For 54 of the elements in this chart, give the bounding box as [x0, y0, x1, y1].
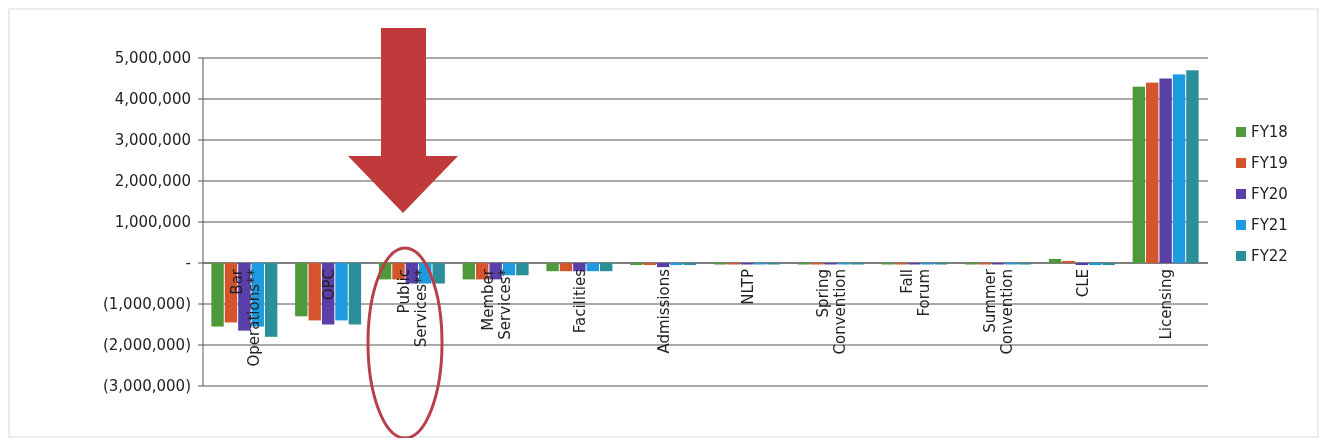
bar — [295, 263, 308, 317]
bar — [1132, 86, 1146, 263]
bar — [1089, 263, 1102, 266]
y-tick-label: - — [185, 254, 191, 273]
bar — [462, 263, 476, 280]
y-tick-label: 2,000,000 — [114, 172, 191, 191]
bar — [683, 263, 697, 266]
bar — [516, 263, 529, 276]
bar — [1075, 263, 1089, 266]
legend-label: FY21 — [1251, 216, 1288, 235]
bar — [211, 263, 224, 327]
bar — [586, 263, 599, 272]
x-tick-label: Facilities — [571, 268, 590, 334]
bar — [1102, 263, 1115, 266]
bar — [264, 263, 278, 337]
bar — [630, 263, 643, 266]
x-tick-label: CLE — [1073, 269, 1092, 298]
y-tick-label: (1,000,000) — [102, 295, 191, 314]
y-tick-label: (2,000,000) — [102, 336, 191, 355]
bar — [1159, 78, 1172, 263]
y-tick-label: 5,000,000 — [114, 49, 191, 68]
x-tick-label: Public Services** — [395, 268, 431, 348]
x-tick-label: Spring Convention — [813, 269, 849, 355]
bar — [335, 263, 348, 321]
y-tick-label: 4,000,000 — [114, 90, 191, 109]
bar — [670, 263, 683, 266]
legend-label: FY20 — [1251, 185, 1288, 204]
legend-label: FY19 — [1251, 154, 1288, 173]
legend-label: FY22 — [1251, 247, 1288, 266]
bar — [432, 263, 445, 284]
y-tick-label: 1,000,000 — [114, 213, 191, 232]
x-tick-label: OPC — [319, 269, 338, 301]
bar — [1172, 74, 1186, 263]
bar — [599, 263, 613, 272]
bar — [308, 263, 321, 321]
bar — [546, 263, 559, 272]
bar — [1146, 82, 1159, 263]
bar — [643, 263, 656, 266]
bar — [348, 263, 362, 325]
y-tick-label: (3,000,000) — [102, 377, 191, 396]
x-tick-label: Fall Forum — [897, 269, 933, 317]
x-tick-label: Admissions — [654, 268, 673, 354]
x-tick-label: Bar Operations** — [227, 268, 263, 367]
x-tick-label: NLTP — [738, 269, 757, 305]
bar — [1186, 70, 1199, 263]
x-tick-label: Summer Convention — [981, 268, 1017, 355]
legend-label: FY18 — [1251, 123, 1288, 142]
bar — [656, 263, 670, 268]
x-tick-label: Licensing — [1157, 269, 1176, 340]
bar — [1062, 260, 1075, 263]
x-tick-label: Member Services* — [478, 268, 514, 340]
y-tick-label: 3,000,000 — [114, 131, 191, 150]
bar — [1048, 258, 1062, 263]
bar — [559, 263, 573, 272]
